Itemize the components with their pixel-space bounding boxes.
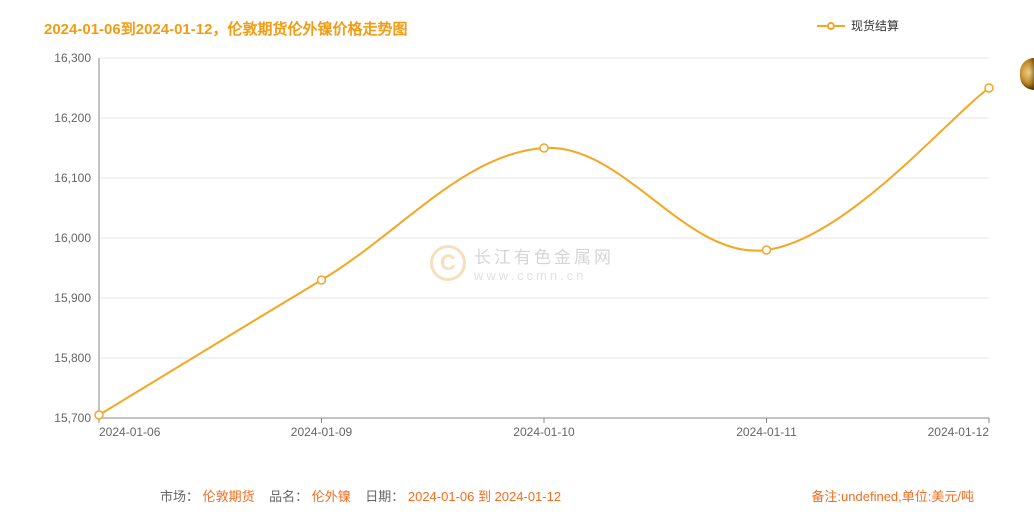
footer-left: 市场： 伦敦期货 品名： 伦外镍 日期： 2024-01-06 到 2024-0… (160, 486, 561, 505)
legend-line-right (835, 25, 845, 27)
svg-text:2024-01-09: 2024-01-09 (291, 425, 353, 439)
legend-circle (827, 22, 835, 30)
legend: 现货结算 (817, 17, 899, 34)
side-decoration (1020, 58, 1034, 90)
product-label: 品名： (269, 489, 308, 504)
footer: 市场： 伦敦期货 品名： 伦外镍 日期： 2024-01-06 到 2024-0… (0, 486, 1034, 505)
legend-line-left (817, 25, 827, 27)
svg-text:15,800: 15,800 (54, 351, 91, 365)
svg-text:16,100: 16,100 (54, 171, 91, 185)
chart-title: 2024-01-06到2024-01-12，伦敦期货伦外镍价格走势图 (44, 18, 407, 39)
footer-right: 备注:undefined,单位:美元/吨 (811, 486, 974, 505)
svg-text:15,700: 15,700 (54, 411, 91, 425)
svg-text:2024-01-11: 2024-01-11 (736, 425, 797, 439)
note-value: undefined,单位:美元/吨 (841, 489, 974, 504)
svg-text:16,300: 16,300 (54, 51, 91, 65)
legend-marker (817, 22, 845, 30)
svg-text:15,900: 15,900 (54, 291, 91, 305)
date-label: 日期： (365, 489, 404, 504)
svg-text:16,200: 16,200 (54, 111, 91, 125)
legend-label: 现货结算 (851, 17, 899, 34)
svg-text:16,000: 16,000 (54, 231, 91, 245)
product-value: 伦外镍 (312, 489, 351, 504)
market-value: 伦敦期货 (203, 489, 255, 504)
date-value: 2024-01-06 到 2024-01-12 (408, 489, 561, 504)
note-label: 备注: (811, 489, 841, 504)
chart-area: 15,700 15,800 15,900 16,000 16,100 16,200 16,3… (44, 48, 1004, 448)
market-label: 市场： (160, 489, 199, 504)
svg-text:2024-01-06: 2024-01-06 (99, 425, 161, 439)
chart-svg: 15,700 15,800 15,900 16,000 16,100 16,200 16,3… (44, 48, 1004, 448)
svg-text:2024-01-10: 2024-01-10 (513, 425, 575, 439)
svg-text:2024-01-12: 2024-01-12 (928, 425, 990, 439)
